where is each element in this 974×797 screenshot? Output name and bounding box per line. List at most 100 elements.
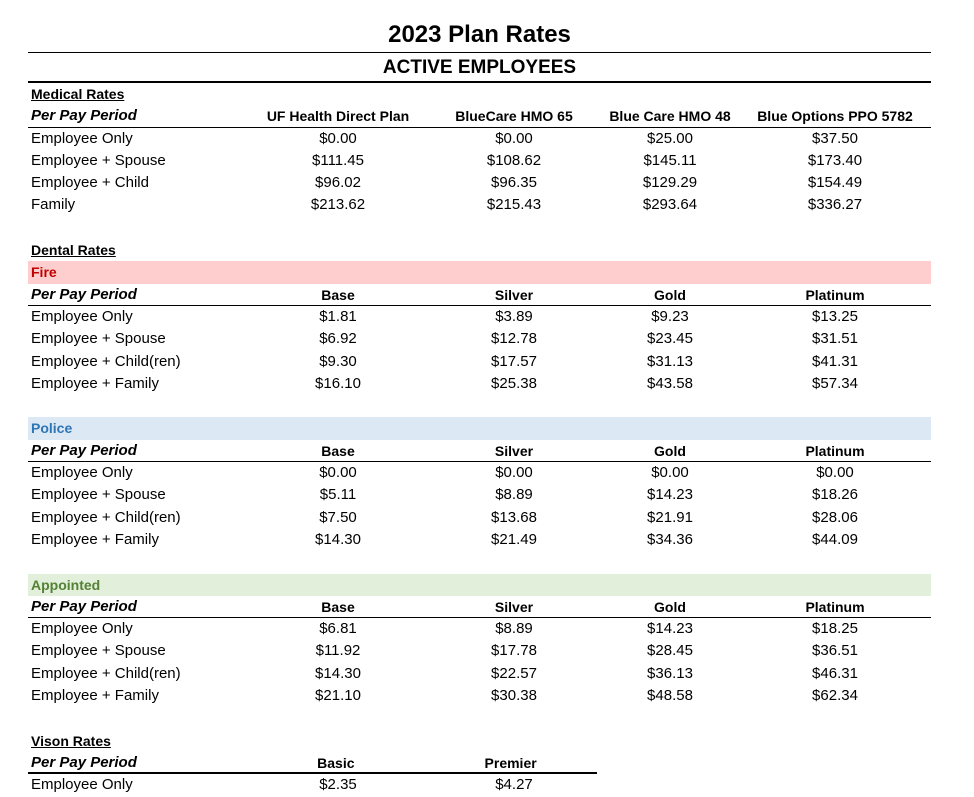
rate-cell: $293.64: [642, 196, 698, 214]
table-row: Employee + Family $16.10 $25.38 $43.58 $…: [28, 373, 931, 395]
rate-cell: $12.78: [491, 330, 537, 348]
table-row: Employee Only $1.81 $3.89 $9.23 $13.25: [28, 306, 931, 328]
rate-cell: $6.81: [319, 620, 357, 638]
rate-cell: $145.11: [643, 151, 697, 169]
rate-cell: $25.38: [491, 374, 537, 392]
tier-cell: Employee + Child(ren): [31, 664, 181, 682]
header-cell: Per Pay Period: [31, 285, 137, 303]
tier-cell: Employee + Child(ren): [31, 352, 181, 370]
rate-cell: $0.00: [319, 464, 357, 482]
police-header-row: Per Pay Period Base Silver Gold Platinum: [28, 440, 931, 463]
vision-section-label: Vison Rates: [31, 732, 111, 749]
dental-group-fire: Fire: [28, 261, 931, 284]
header-cell: Base: [321, 598, 355, 615]
rate-cell: $129.29: [642, 174, 698, 192]
rate-cell: $13.68: [491, 508, 537, 526]
dental-group-police: Police: [28, 417, 931, 440]
tier-cell: Employee + Spouse: [31, 642, 166, 660]
tier-cell: Employee Only: [31, 464, 133, 482]
rate-cell: $213.62: [310, 196, 366, 214]
tier-cell: Employee + Spouse: [31, 330, 166, 348]
rate-cell: $7.50: [319, 508, 357, 526]
rate-cell: $14.30: [315, 530, 361, 548]
tier-cell: Employee + Family: [31, 687, 159, 705]
header-cell: Silver: [494, 286, 534, 303]
rate-cell: $17.78: [491, 642, 537, 660]
tier-cell: Employee + Spouse: [31, 151, 166, 169]
rate-cell: $31.51: [812, 330, 858, 348]
rate-cell: $4.27: [495, 776, 533, 794]
medical-header-row: Per Pay Period UF Health Direct Plan Blu…: [28, 105, 931, 128]
table-row: Employee + Child $96.02 $96.35 $129.29 $…: [28, 172, 931, 194]
tier-cell: Employee + Spouse: [31, 486, 166, 504]
header-cell: Per Pay Period: [31, 753, 137, 771]
rate-cell: $28.45: [647, 642, 693, 660]
rate-cell: $21.49: [491, 530, 537, 548]
header-cell: Platinum: [805, 598, 865, 615]
page-subtitle: ACTIVE EMPLOYEES: [28, 53, 931, 83]
rate-cell: $3.89: [495, 307, 533, 325]
tier-cell: Employee Only: [31, 307, 133, 325]
rate-cell: $173.40: [807, 151, 863, 169]
rate-cell: $0.00: [816, 464, 854, 482]
rate-cell: $14.23: [647, 486, 693, 504]
header-cell: Platinum: [805, 442, 865, 459]
rate-cell: $36.51: [812, 642, 858, 660]
appointed-header-row: Per Pay Period Base Silver Gold Platinum: [28, 596, 931, 619]
rate-cell: $41.31: [812, 352, 858, 370]
rate-cell: $14.30: [315, 664, 361, 682]
header-cell: Per Pay Period: [31, 597, 137, 615]
rate-cell: $62.34: [812, 687, 858, 705]
header-cell: Gold: [654, 442, 686, 459]
rate-cell: $8.89: [495, 486, 533, 504]
medical-section-label: Medical Rates: [31, 86, 125, 102]
rate-cell: $215.43: [486, 196, 542, 214]
header-cell: Blue Options PPO 5782: [757, 108, 913, 125]
table-row: Employee Only $0.00 $0.00 $0.00 $0.00: [28, 462, 931, 484]
rate-cell: $0.00: [651, 464, 689, 482]
rate-cell: $22.57: [491, 664, 537, 682]
rates-sheet: 2023 Plan Rates ACTIVE EMPLOYEES Medical…: [28, 0, 931, 797]
rate-cell: $46.31: [812, 664, 858, 682]
rate-cell: $1.81: [319, 307, 357, 325]
header-cell: Platinum: [805, 286, 865, 303]
table-row: Employee Only $6.81 $8.89 $14.23 $18.25: [28, 618, 931, 640]
spacer-row: [28, 217, 931, 239]
header-cell: Silver: [494, 442, 534, 459]
dental-group-appointed: Appointed: [28, 573, 931, 596]
rate-cell: $0.00: [319, 129, 357, 147]
rate-cell: $0.00: [495, 129, 533, 147]
rate-cell: $31.13: [647, 352, 693, 370]
header-cell: BlueCare HMO 65: [455, 108, 573, 125]
header-cell: Silver: [494, 598, 534, 615]
table-row: Employee + Spouse $11.92 $17.78 $28.45 $…: [28, 640, 931, 662]
rate-cell: $8.89: [495, 620, 533, 638]
rate-cell: $34.36: [647, 530, 693, 548]
header-cell: Base: [321, 286, 355, 303]
rate-cell: $154.49: [807, 174, 863, 192]
header-cell: Gold: [654, 598, 686, 615]
vision-header-row: Per Pay Period Basic Premier: [28, 752, 597, 775]
spacer-row: [28, 395, 931, 417]
table-row: Employee + Child(ren) $9.30 $17.57 $31.1…: [28, 351, 931, 373]
rate-cell: $28.06: [812, 508, 858, 526]
rate-cell: $0.00: [495, 464, 533, 482]
header-cell: Basic: [317, 754, 355, 771]
rate-cell: $18.26: [812, 486, 858, 504]
rate-cell: $6.92: [319, 330, 357, 348]
header-cell: Per Pay Period: [31, 441, 137, 459]
table-row: Employee + Family $21.10 $30.38 $48.58 $…: [28, 685, 931, 707]
tier-cell: Employee Only: [31, 620, 133, 638]
table-row: Family $213.62 $215.43 $293.64 $336.27: [28, 194, 931, 216]
table-row: Employee + Child(ren) $14.30 $22.57 $36.…: [28, 663, 931, 685]
table-row: Employee + Spouse $5.11 $8.89 $14.23 $18…: [28, 484, 931, 506]
tier-cell: Employee Only: [31, 776, 133, 794]
vision-section-label-row: Vison Rates: [28, 730, 931, 752]
rate-cell: $21.91: [647, 508, 693, 526]
dental-section-label-row: Dental Rates: [28, 239, 931, 261]
header-cell: Per Pay Period: [31, 107, 137, 125]
spacer-row: [28, 707, 931, 729]
header-cell: Blue Care HMO 48: [609, 108, 731, 125]
dental-section-label: Dental Rates: [31, 242, 116, 259]
rate-cell: $13.25: [812, 307, 858, 325]
